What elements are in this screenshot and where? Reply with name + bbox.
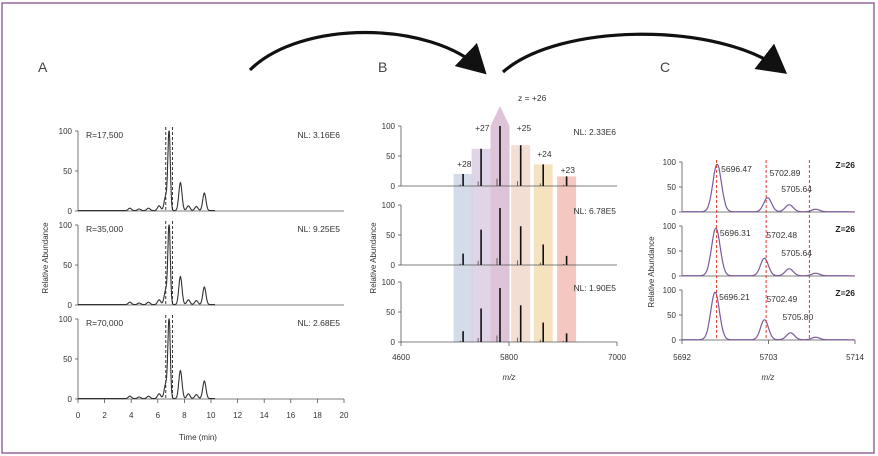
panel-c-charge-label: Z=26: [835, 224, 855, 234]
panel-a-resolution-label: R=35,000: [86, 224, 123, 234]
panel-c-ytick-label: 0: [672, 272, 677, 281]
panel-b-ytick-label: 100: [382, 201, 396, 210]
panel-c-peak-label: 5702.48: [766, 230, 797, 240]
panel-a-xtick-label: 6: [156, 411, 161, 420]
panel-b-charge-label: +27: [475, 123, 490, 133]
panel-c-ytick-label: 100: [663, 286, 677, 295]
panel-c-peak-label: 5705.80: [783, 312, 814, 322]
panel-c-charge-label: Z=26: [835, 160, 855, 170]
panel-c-xlabel: m/z: [762, 373, 775, 382]
panel-b-ytick-label: 50: [386, 308, 395, 317]
panel-b-charge-label: +23: [561, 165, 576, 175]
panel-b-nl-label: NL: 1.90E5: [573, 283, 616, 293]
panel-b-charge-label: +28: [457, 159, 472, 169]
panel-c-xtick-label: 5703: [760, 353, 778, 362]
arrow-a-to-b: [248, 31, 487, 75]
panel-b-spectra: 0 50 100 NL: 2.33E6 0 50 100 NL: 6.78E5 0 50 100 NL…: [382, 106, 626, 362]
panel-a-xtick-label: 10: [207, 411, 216, 420]
panel-c-peak-label: 5702.89: [770, 168, 801, 178]
arrow-b-to-c: [501, 32, 788, 74]
panel-b-charge-header: z = +26: [518, 93, 547, 103]
panel-a-nl-label: NL: 9.25E5: [297, 224, 340, 234]
panel-a-xtick-label: 8: [182, 411, 187, 420]
panel-c-ytick-label: 100: [663, 222, 677, 231]
panel-a-trace: [78, 224, 215, 306]
panel-b-xtick-label: 7000: [608, 353, 626, 362]
panel-letter-b: B: [378, 59, 387, 75]
panel-a-xlabel: Time (min): [179, 433, 217, 442]
panel-a-xtick-label: 14: [260, 411, 269, 420]
panel-a-ytick-label: 0: [68, 301, 73, 310]
panel-b-ytick-label: 100: [382, 278, 396, 287]
panel-a-ytick-label: 100: [59, 315, 73, 324]
panel-b-nl-label: NL: 6.78E5: [573, 206, 616, 216]
panel-a-nl-label: NL: 2.68E5: [297, 318, 340, 328]
panel-b-ytick-label: 50: [386, 152, 395, 161]
panel-a-xtick-label: 0: [76, 411, 81, 420]
panel-c-peak-label: 5705.64: [781, 248, 812, 258]
panel-b-xtick-label: 4600: [392, 353, 410, 362]
panel-a-ytick-label: 100: [59, 127, 73, 136]
panel-a-ylabel: Relative Abundance: [41, 222, 50, 294]
panel-a-xtick-label: 2: [102, 411, 107, 420]
panel-b-ytick-label: 50: [386, 231, 395, 240]
panel-b-nl-label: NL: 2.33E6: [573, 127, 616, 137]
panel-b-ytick-label: 0: [391, 182, 396, 191]
panel-a-nl-label: NL: 3.16E6: [297, 130, 340, 140]
panel-b-ytick-label: 100: [382, 122, 396, 131]
panel-a-resolution-label: R=70,000: [86, 318, 123, 328]
panel-letter-a: A: [38, 59, 48, 75]
panel-c-ytick-label: 50: [667, 183, 676, 192]
panel-a-trace: [78, 130, 215, 212]
panel-c-ytick-label: 0: [672, 336, 677, 345]
panel-c-xtick-label: 5692: [673, 353, 691, 362]
panel-c-peak-label: 5696.47: [721, 164, 752, 174]
panel-b-ytick-label: 0: [391, 338, 396, 347]
panel-c-spectrum: [682, 291, 855, 341]
panel-b-ytick-label: 0: [391, 261, 396, 270]
panel-b-xtick-label: 5800: [500, 353, 518, 362]
panel-c-peak-label: 5696.31: [720, 228, 751, 238]
panel-c-xtick-label: 5714: [846, 353, 864, 362]
panel-c-ytick-label: 0: [672, 208, 677, 217]
panel-a-xtick-label: 4: [129, 411, 134, 420]
panel-a-ytick-label: 50: [63, 261, 72, 270]
panel-a-ytick-label: 50: [63, 355, 72, 364]
panel-a-ytick-label: 50: [63, 167, 72, 176]
panel-a-trace: [78, 318, 215, 400]
panel-a-xtick-label: 20: [340, 411, 349, 420]
panel-c-isotope-spectra: 0 50 100 5696.47 5702.89 5705.64 Z=26 0 50 100 569…: [663, 158, 865, 362]
panel-c-charge-label: Z=26: [835, 288, 855, 298]
panel-b-ylabel: Relative Abundance: [369, 222, 378, 294]
panel-a-xtick-label: 12: [233, 411, 242, 420]
panel-b-charge-label: +25: [517, 123, 532, 133]
panel-c-ylabel: Relative Abundance: [647, 236, 656, 308]
panel-a-resolution-label: R=17,500: [86, 130, 123, 140]
panel-a-xtick-label: 16: [286, 411, 295, 420]
panel-c-peak-label: 5696.21: [719, 292, 750, 302]
panel-a-ytick-label: 0: [68, 395, 73, 404]
panel-letter-c: C: [660, 59, 670, 75]
panel-c-peak-label: 5702.49: [766, 294, 797, 304]
panel-c-ytick-label: 50: [667, 247, 676, 256]
panel-c-ytick-label: 50: [667, 311, 676, 320]
panel-c-ytick-label: 100: [663, 158, 677, 167]
panel-b-xlabel: m/z: [503, 373, 516, 382]
panel-c-peak-label: 5705.64: [781, 184, 812, 194]
panel-a-xtick-label: 18: [313, 411, 322, 420]
panel-a-ytick-label: 0: [68, 207, 73, 216]
panel-b-charge-label: +24: [537, 149, 552, 159]
panel-c-spectrum: [682, 227, 855, 277]
panel-a-ytick-label: 100: [59, 221, 73, 230]
panel-c-spectrum: [682, 163, 855, 213]
